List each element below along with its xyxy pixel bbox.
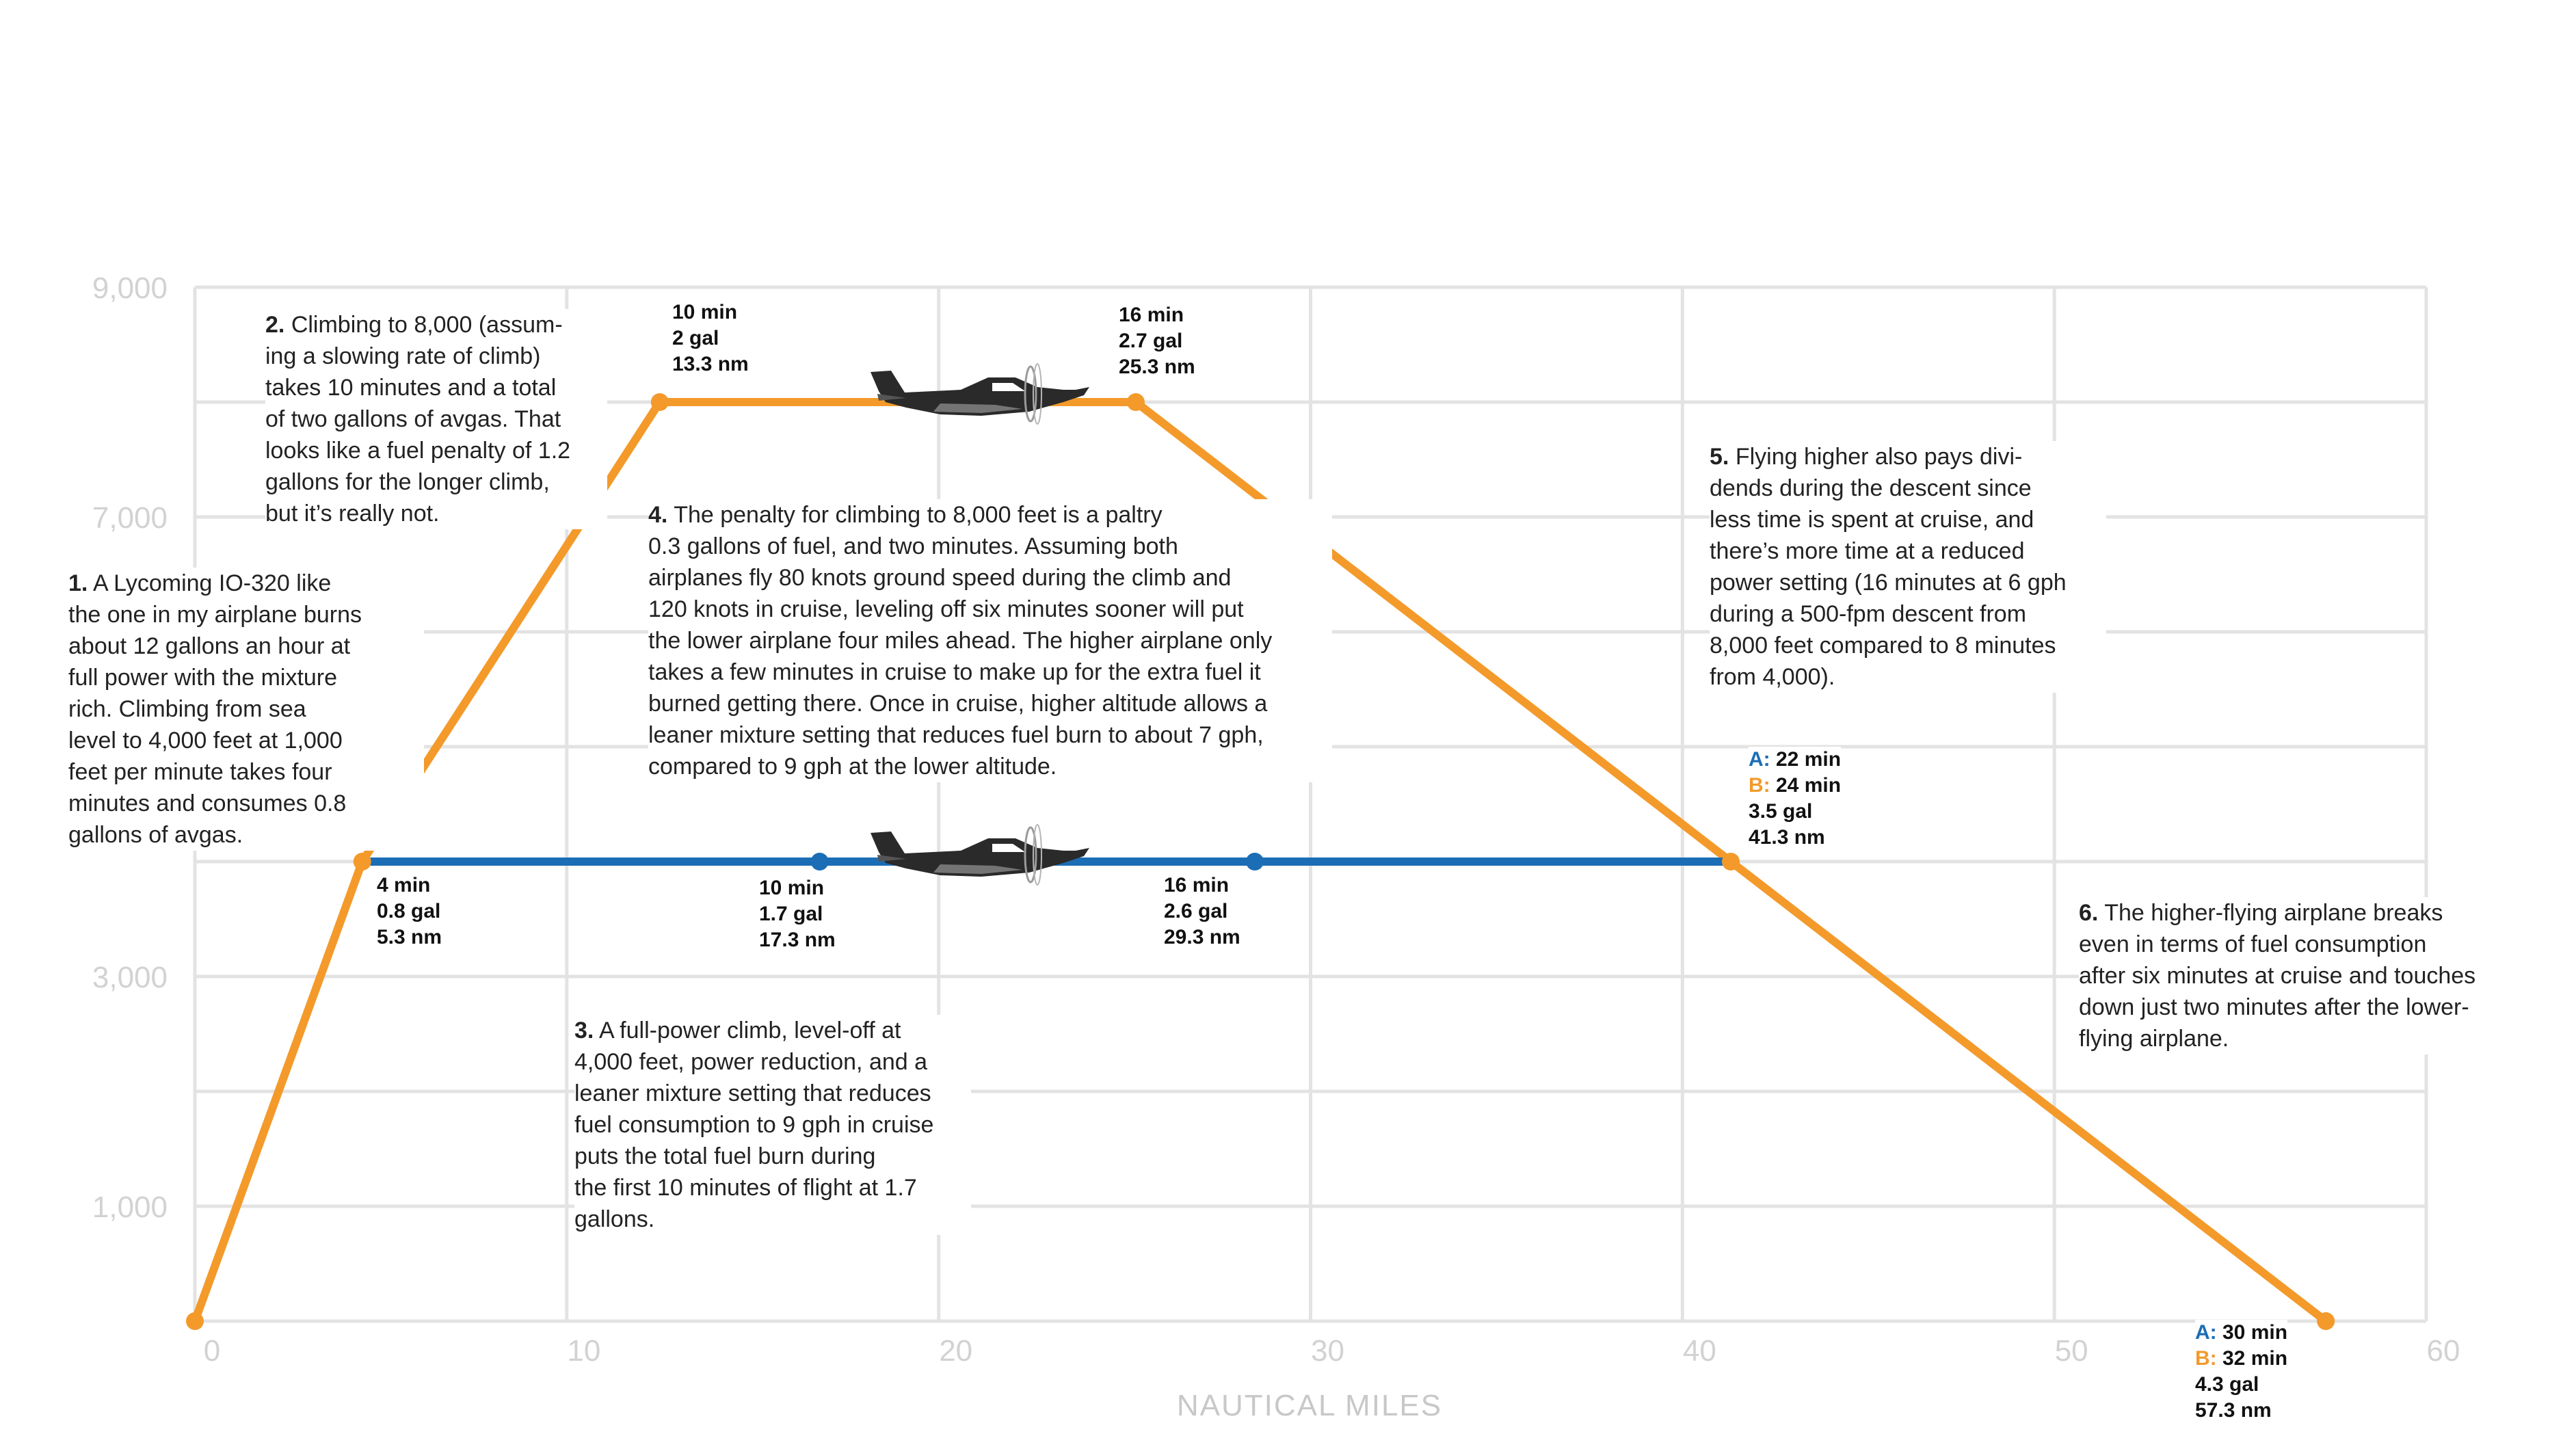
x-tick-label: 40 — [1683, 1334, 1716, 1368]
stat-fuel: 2.6 gal — [1164, 900, 1228, 922]
stat-b-10min: 10 min 2 gal 13.3 nm — [672, 300, 749, 377]
stat-time: 16 min — [1164, 874, 1230, 896]
series-a-label: A: — [2195, 1321, 2217, 1344]
stat-distance: 29.3 nm — [1164, 926, 1240, 948]
x-tick-label: 0 — [204, 1334, 220, 1368]
stat-distance: 17.3 nm — [759, 929, 836, 951]
note-number: 2. — [265, 312, 285, 338]
y-tick-label: 3,000 — [92, 961, 168, 994]
series-b-label: B: — [2195, 1347, 2217, 1370]
note-text: Flying higher also pays divi-dends durin… — [1710, 444, 2067, 690]
stat-time-b: B: 24 min — [1749, 773, 1841, 799]
stat-fuel: 1.7 gal — [759, 903, 823, 925]
x-axis-label: NAUTICAL MILES — [1177, 1389, 1442, 1422]
stat-b-16min: 16 min 2.7 gal 25.3 nm — [1119, 302, 1195, 380]
note-text: A full-power climb, level-off at 4,000 fe… — [574, 1018, 934, 1232]
data-point-b — [2317, 1312, 2335, 1330]
stat-distance: 13.3 nm — [672, 353, 749, 375]
stat-fuel: 2.7 gal — [1119, 330, 1183, 352]
note-text: A Lycoming IO-320 like the one in my airp… — [68, 570, 362, 848]
data-point-b — [1722, 853, 1740, 870]
airplane-icon — [871, 363, 1089, 425]
note-number: 3. — [574, 1018, 594, 1043]
stat-time: 10 min — [672, 301, 738, 323]
stat-descent-4000: A: 22 min B: 24 min 3.5 gal 41.3 nm — [1749, 747, 1842, 851]
stat-time-b: B: 32 min — [2195, 1346, 2287, 1372]
x-tick-label: 20 — [939, 1334, 972, 1368]
stat-distance: 25.3 nm — [1119, 356, 1195, 378]
stat-fuel: 4.3 gal — [2195, 1373, 2259, 1396]
note-4: 4. The penalty for climbing to 8,000 fee… — [648, 499, 1332, 782]
stat-value: 30 min — [2222, 1321, 2288, 1344]
stat-value: 32 min — [2222, 1347, 2288, 1370]
data-point-b — [353, 853, 371, 870]
note-number: 6. — [2079, 900, 2099, 926]
note-1: 1. A Lycoming IO-320 like the one in my a… — [68, 568, 424, 851]
note-number: 1. — [68, 570, 88, 596]
stat-time-a: A: 22 min — [1749, 747, 1841, 773]
note-text: Climbing to 8,000 (assum-ing a slowing r… — [265, 312, 571, 527]
series-b-label: B: — [1749, 774, 1770, 797]
stat-time-a: A: 30 min — [2195, 1320, 2287, 1346]
x-tick-label: 60 — [2427, 1334, 2460, 1368]
y-tick-label: 7,000 — [92, 501, 168, 535]
stat-a-16min: 16 min 2.6 gal 29.3 nm — [1164, 873, 1240, 951]
stat-time: 10 min — [759, 877, 825, 899]
airplane-icon — [871, 824, 1089, 886]
note-text: The higher-flying airplane breaks even in… — [2079, 900, 2476, 1052]
stat-time: 4 min — [377, 874, 431, 896]
x-tick-label: 50 — [2055, 1334, 2088, 1368]
note-6: 6. The higher-flying airplane breaks even… — [2079, 897, 2517, 1054]
series-a-label: A: — [1749, 748, 1770, 771]
data-point-a — [810, 853, 829, 870]
note-5: 5. Flying higher also pays divi-dends du… — [1710, 441, 2106, 693]
y-tick-label: 9,000 — [92, 271, 168, 305]
stat-distance: 41.3 nm — [1749, 826, 1825, 849]
note-number: 4. — [648, 502, 668, 528]
data-point-b — [1126, 393, 1145, 411]
stat-distance: 5.3 nm — [377, 926, 442, 948]
data-point-b — [650, 393, 669, 411]
note-3: 3. A full-power climb, level-off at 4,000… — [574, 1015, 971, 1235]
stat-time: 16 min — [1119, 304, 1184, 326]
data-point-b — [186, 1312, 204, 1330]
data-point-a — [1245, 853, 1264, 870]
y-tick-label: 1,000 — [92, 1191, 168, 1224]
stat-value: 22 min — [1776, 748, 1842, 771]
stat-touchdown: A: 30 min B: 32 min 4.3 gal 57.3 nm — [2195, 1320, 2288, 1424]
x-axis-ticks: 0 10 20 30 40 50 60 — [204, 1334, 2460, 1368]
stat-value: 24 min — [1776, 774, 1842, 797]
x-tick-label: 30 — [1311, 1334, 1344, 1368]
y-axis-ticks: 9,000 7,000 3,000 1,000 — [92, 271, 168, 1224]
stat-fuel: 2 gal — [672, 327, 719, 349]
stat-fuel: 0.8 gal — [377, 900, 441, 922]
stat-fuel: 3.5 gal — [1749, 800, 1813, 823]
note-number: 5. — [1710, 444, 1729, 470]
stat-distance: 57.3 nm — [2195, 1399, 2272, 1422]
stat-a-4min: 4 min 0.8 gal 5.3 nm — [377, 873, 442, 951]
note-text: The penalty for climbing to 8,000 feet i… — [648, 502, 1273, 780]
note-2: 2. Climbing to 8,000 (assum-ing a slowin… — [265, 309, 607, 529]
stat-a-10min: 10 min 1.7 gal 17.3 nm — [759, 875, 836, 953]
x-tick-label: 10 — [567, 1334, 600, 1368]
